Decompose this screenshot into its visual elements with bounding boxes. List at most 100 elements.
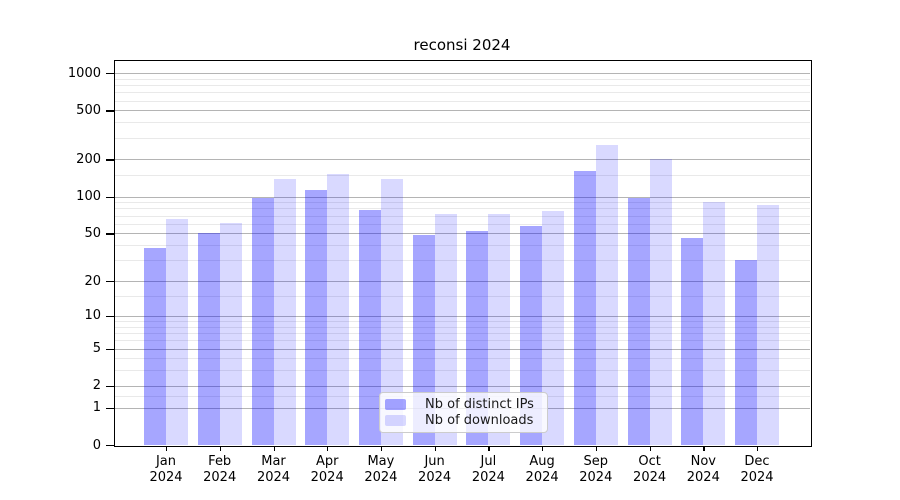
y-tick-label: 1000	[67, 65, 101, 81]
y-gridline-minor	[115, 137, 810, 139]
bar-distinct-ips	[197, 233, 220, 445]
y-tick-mark	[106, 159, 114, 161]
x-tick-label: Feb 2024	[203, 454, 237, 485]
bar-distinct-ips	[144, 247, 166, 445]
y-tick-mark	[106, 281, 114, 283]
x-tick-label: Jul 2024	[471, 454, 505, 485]
x-tick-label: Dec 2024	[740, 454, 774, 485]
x-tick-label: Aug 2024	[525, 454, 559, 485]
y-gridline-major	[115, 110, 810, 112]
y-gridline-minor	[115, 340, 810, 342]
x-tick-mark	[595, 446, 598, 451]
x-tick-label: Mar 2024	[256, 454, 291, 485]
legend-row-distinct-ips: Nb of distinct IPs	[385, 397, 539, 413]
y-tick-label: 100	[76, 189, 101, 204]
bar-downloads	[327, 173, 350, 445]
x-tick-label: Oct 2024	[633, 454, 667, 485]
y-tick-mark	[106, 348, 114, 350]
y-gridline-minor	[115, 202, 810, 204]
legend-row-downloads: Nb of downloads	[385, 413, 539, 429]
legend-label-downloads: Nb of downloads	[425, 412, 534, 428]
y-tick-mark	[106, 110, 114, 112]
y-tick-mark	[106, 73, 114, 75]
y-gridline-minor	[115, 78, 810, 80]
bar-distinct-ips	[520, 226, 543, 445]
y-gridline-minor	[115, 326, 810, 328]
legend-swatch-distinct-ips	[385, 399, 406, 411]
x-tick-mark	[757, 446, 759, 451]
y-tick-label: 500	[76, 102, 101, 118]
y-gridline-major	[115, 315, 810, 317]
y-gridline-minor	[115, 245, 810, 246]
x-tick-mark	[703, 446, 705, 451]
y-tick-label: 5	[92, 341, 101, 356]
bar-downloads	[703, 201, 726, 445]
x-tick-label: Jun 2024	[418, 454, 452, 485]
legend-swatch-downloads	[385, 414, 406, 426]
bar-downloads	[488, 214, 511, 445]
bar-downloads	[542, 211, 565, 445]
bar-distinct-ips	[305, 190, 328, 445]
bar-downloads	[434, 214, 457, 445]
y-gridline-minor	[115, 295, 810, 297]
y-gridline-minor	[115, 358, 810, 360]
x-tick-mark	[380, 446, 383, 451]
x-tick-mark	[327, 446, 329, 451]
y-gridline-major	[115, 385, 810, 387]
y-tick-mark	[106, 445, 114, 447]
x-tick-mark	[649, 446, 651, 451]
y-tick-label: 200	[76, 151, 101, 167]
x-tick-label: Apr 2024	[310, 454, 344, 485]
y-gridline-minor	[115, 85, 810, 86]
bar-downloads	[380, 178, 403, 445]
y-tick-label: 50	[84, 225, 101, 241]
x-tick-mark	[542, 446, 544, 451]
legend: Nb of distinct IPs Nb of downloads	[379, 392, 548, 433]
legend-label-distinct-ips: Nb of distinct IPs	[425, 397, 534, 413]
chart-title: reconsi 2024	[413, 36, 511, 54]
bar-distinct-ips	[681, 237, 704, 445]
y-gridline-minor	[115, 260, 810, 262]
bar-downloads	[219, 222, 242, 445]
y-gridline-major	[115, 348, 810, 350]
y-tick-mark	[106, 407, 114, 409]
y-tick-mark	[106, 385, 114, 388]
y-tick-label: 20	[84, 273, 101, 289]
bar-downloads	[166, 218, 188, 445]
y-gridline-minor	[115, 122, 810, 124]
y-gridline-minor	[115, 321, 810, 322]
y-gridline-major	[115, 196, 810, 198]
y-gridline-minor	[115, 208, 810, 210]
bar-distinct-ips	[466, 231, 489, 445]
y-tick-label: 0	[92, 437, 101, 453]
bar-downloads	[273, 178, 296, 445]
bar-downloads	[757, 205, 779, 445]
bar-distinct-ips	[251, 198, 274, 445]
x-tick-mark	[434, 446, 436, 451]
y-tick-label: 2	[92, 378, 101, 394]
y-gridline-major	[115, 159, 810, 161]
bar-distinct-ips	[358, 209, 381, 445]
bar-distinct-ips	[627, 198, 650, 445]
y-gridline-major	[115, 73, 810, 74]
x-tick-label: May 2024	[364, 454, 398, 485]
bar-distinct-ips	[735, 260, 757, 445]
y-gridline-minor	[115, 215, 810, 217]
y-gridline-minor	[115, 174, 810, 176]
y-gridline-minor	[115, 333, 810, 334]
y-tick-label: 10	[84, 308, 101, 324]
y-gridline-minor	[115, 100, 810, 102]
plot-frame	[114, 60, 812, 447]
y-tick-mark	[106, 196, 114, 198]
bar-distinct-ips	[573, 170, 596, 445]
x-tick-label: Jan 2024	[149, 454, 183, 485]
y-gridline-minor	[115, 223, 810, 225]
y-gridline-major	[115, 281, 810, 283]
y-gridline-minor	[115, 92, 810, 94]
x-tick-mark	[488, 446, 490, 451]
y-gridline-major	[115, 233, 810, 235]
y-gridline-minor	[115, 370, 810, 372]
y-tick-label: 1	[92, 400, 101, 416]
x-tick-label: Sep 2024	[579, 454, 613, 485]
x-tick-mark	[273, 446, 275, 451]
